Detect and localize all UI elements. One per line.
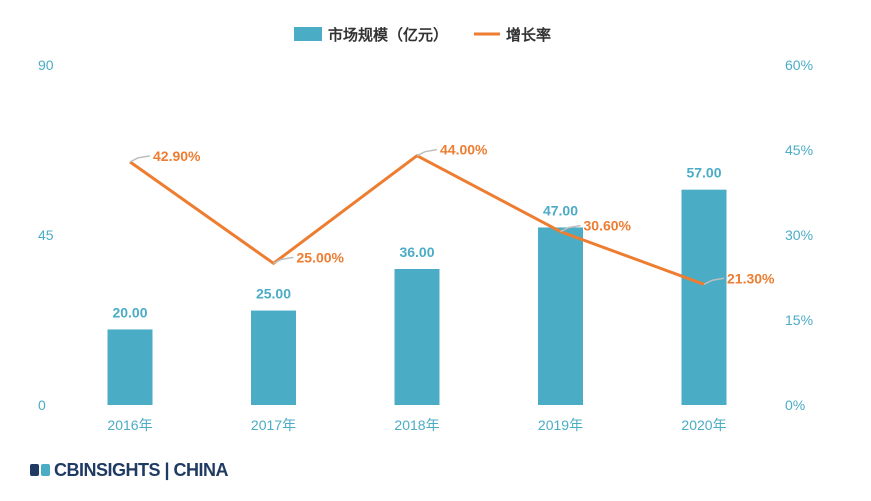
logo-text: CBINSIGHTS | CHINA bbox=[54, 459, 229, 480]
bar-data-label: 57.00 bbox=[686, 165, 721, 181]
rate-data-label: 30.60% bbox=[584, 218, 632, 234]
legend-label-bar: 市场规模（亿元） bbox=[328, 26, 448, 44]
bar bbox=[538, 227, 583, 405]
combo-chart: 市场规模（亿元） 增长率 0 45 90 0% 15% 30% 45% 60% 20.00 2016年… bbox=[38, 26, 813, 433]
bar bbox=[251, 310, 296, 405]
right-axis-tick: 60% bbox=[785, 57, 813, 73]
category-label: 2017年 bbox=[251, 417, 296, 433]
category-label: 2019年 bbox=[538, 417, 583, 433]
cbinsights-logo: CBINSIGHTS | CHINA bbox=[30, 457, 229, 483]
rate-leader-line bbox=[703, 277, 725, 285]
rate-leader-line bbox=[273, 256, 294, 265]
left-axis-tick: 90 bbox=[38, 57, 54, 73]
bar-data-label: 25.00 bbox=[256, 286, 291, 302]
legend-label-line: 增长率 bbox=[506, 26, 551, 44]
left-axis-tick: 0 bbox=[38, 397, 46, 413]
right-axis-tick: 0% bbox=[785, 397, 805, 413]
legend-swatch-bar bbox=[294, 27, 322, 41]
right-axis-tick: 15% bbox=[785, 312, 813, 328]
rate-leader-line bbox=[129, 155, 151, 163]
category-label: 2020年 bbox=[681, 417, 726, 433]
bar bbox=[394, 269, 440, 405]
bar bbox=[107, 329, 153, 405]
rate-data-label: 44.00% bbox=[440, 142, 488, 158]
rate-leader-line bbox=[560, 224, 581, 233]
bar-data-label: 36.00 bbox=[399, 244, 434, 260]
rate-leader-line bbox=[416, 148, 438, 157]
right-axis-tick: 30% bbox=[785, 227, 813, 243]
rate-data-label: 42.90% bbox=[153, 148, 201, 164]
category-label: 2016年 bbox=[107, 417, 152, 433]
left-axis-tick: 45 bbox=[38, 227, 54, 243]
category-label: 2018年 bbox=[394, 417, 439, 433]
bar-data-label: 47.00 bbox=[543, 202, 578, 218]
right-axis-tick: 45% bbox=[785, 142, 813, 158]
rate-data-label: 21.30% bbox=[727, 270, 775, 286]
bar-data-label: 20.00 bbox=[112, 304, 147, 320]
bar bbox=[681, 189, 727, 405]
cbinsights-logo-icon bbox=[30, 464, 50, 476]
rate-data-label: 25.00% bbox=[297, 249, 345, 265]
